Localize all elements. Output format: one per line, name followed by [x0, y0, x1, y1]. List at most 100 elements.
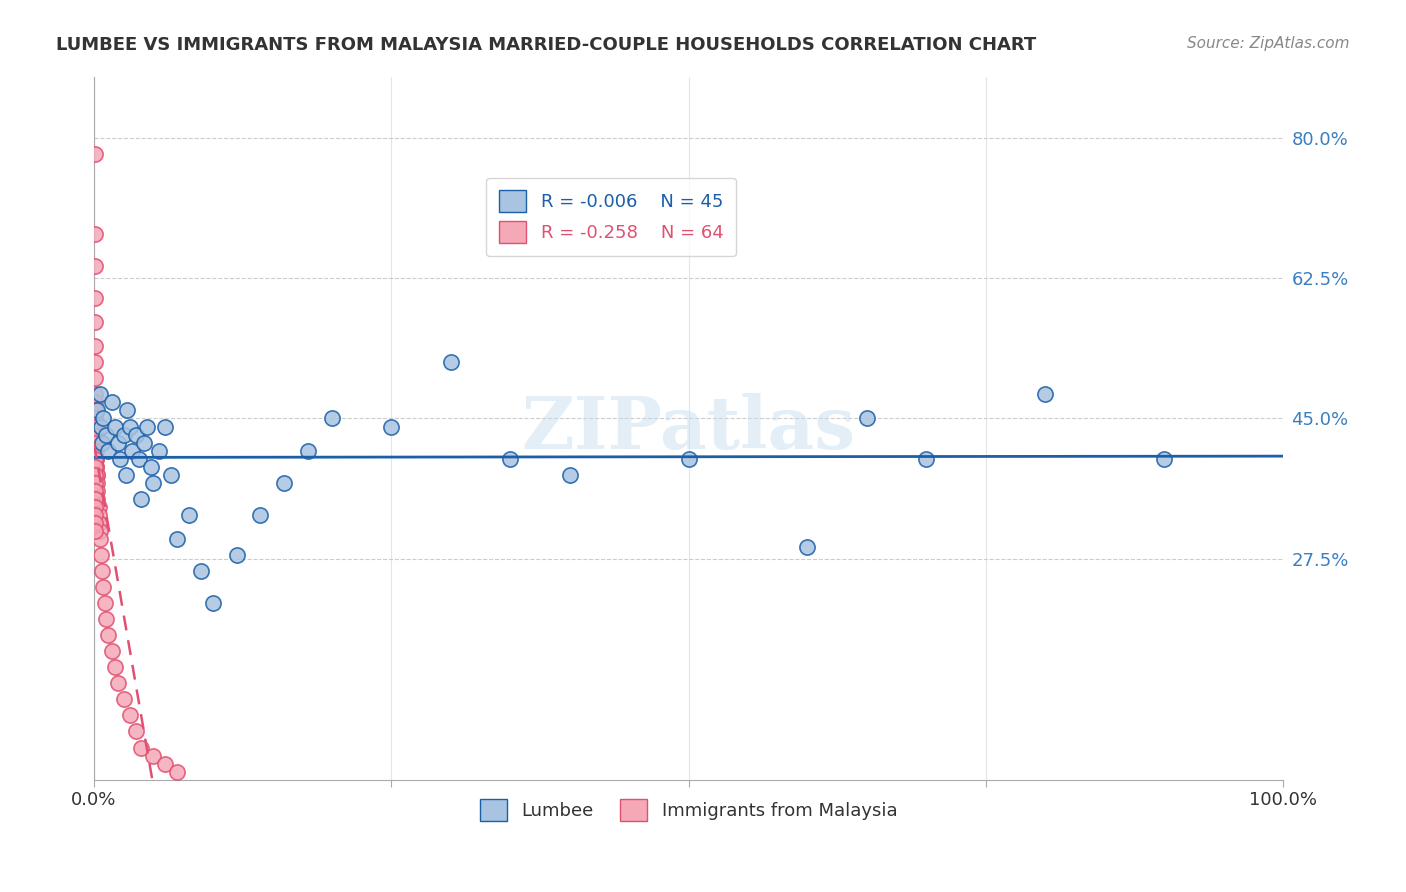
Point [166, 532, 188, 546]
Point [856, 411, 879, 425]
Point [97, 443, 120, 458]
Point [132, 435, 155, 450]
Point [84, 451, 107, 466]
Point [1153, 451, 1175, 466]
Point [84, 411, 107, 425]
Point [100, 644, 122, 658]
Point [84, 387, 107, 401]
Point [84, 355, 107, 369]
Point [121, 443, 143, 458]
Point [91, 435, 114, 450]
Point [91, 564, 114, 578]
Point [84, 146, 107, 161]
Point [148, 443, 170, 458]
Point [84, 395, 107, 409]
Point [87, 500, 110, 514]
Point [89, 532, 111, 546]
Point [84, 371, 107, 385]
Point [124, 427, 146, 442]
Point [84, 500, 107, 514]
Point [131, 740, 153, 755]
Point [84, 443, 107, 458]
Point [84, 435, 107, 450]
Point [115, 467, 138, 482]
Point [142, 748, 165, 763]
Text: Source: ZipAtlas.com: Source: ZipAtlas.com [1187, 36, 1350, 51]
Point [84, 475, 107, 490]
Point [84, 411, 107, 425]
Point [84, 403, 107, 417]
Point [136, 419, 159, 434]
Point [124, 724, 146, 739]
Point [142, 475, 165, 490]
Point [166, 764, 188, 779]
Point [84, 315, 107, 329]
Point [84, 459, 107, 474]
Point [86, 403, 108, 417]
Point [273, 475, 295, 490]
Point [915, 451, 938, 466]
Point [84, 435, 107, 450]
Point [107, 676, 129, 690]
Point [97, 628, 120, 642]
Point [84, 467, 107, 482]
Point [90, 419, 112, 434]
Point [84, 227, 107, 241]
Legend: Lumbee, Immigrants from Malaysia: Lumbee, Immigrants from Malaysia [467, 787, 910, 834]
Point [160, 467, 183, 482]
Point [84, 427, 107, 442]
Point [84, 339, 107, 353]
Point [558, 467, 581, 482]
Point [1033, 387, 1056, 401]
Point [225, 548, 247, 562]
Point [84, 419, 107, 434]
Point [139, 459, 162, 474]
Point [104, 419, 127, 434]
Point [321, 411, 343, 425]
Point [190, 564, 212, 578]
Point [84, 419, 107, 434]
Point [93, 411, 115, 425]
Point [796, 540, 818, 554]
Point [84, 483, 107, 498]
Point [84, 491, 107, 506]
Point [104, 660, 127, 674]
Point [89, 387, 111, 401]
Point [86, 467, 108, 482]
Point [93, 580, 115, 594]
Text: ZIPatlas: ZIPatlas [522, 393, 856, 464]
Point [84, 443, 107, 458]
Point [201, 596, 224, 610]
Point [84, 435, 107, 450]
Point [177, 508, 200, 522]
Point [115, 403, 138, 417]
Point [84, 427, 107, 442]
Point [118, 708, 141, 723]
Point [249, 508, 271, 522]
Point [155, 756, 177, 771]
Point [440, 355, 463, 369]
Point [93, 596, 115, 610]
Point [118, 419, 141, 434]
Point [380, 419, 402, 434]
Point [108, 451, 131, 466]
Point [84, 259, 107, 273]
Point [87, 516, 110, 530]
Text: LUMBEE VS IMMIGRANTS FROM MALAYSIA MARRIED-COUPLE HOUSEHOLDS CORRELATION CHART: LUMBEE VS IMMIGRANTS FROM MALAYSIA MARRI… [56, 36, 1036, 54]
Point [112, 692, 135, 706]
Point [84, 459, 107, 474]
Point [94, 427, 117, 442]
Point [155, 419, 177, 434]
Point [87, 508, 110, 522]
Point [84, 451, 107, 466]
Point [499, 451, 522, 466]
Point [112, 427, 135, 442]
Point [90, 548, 112, 562]
Point [84, 459, 107, 474]
Point [128, 451, 150, 466]
Point [107, 435, 129, 450]
Point [84, 516, 107, 530]
Point [86, 491, 108, 506]
Point [84, 291, 107, 305]
Point [86, 467, 108, 482]
